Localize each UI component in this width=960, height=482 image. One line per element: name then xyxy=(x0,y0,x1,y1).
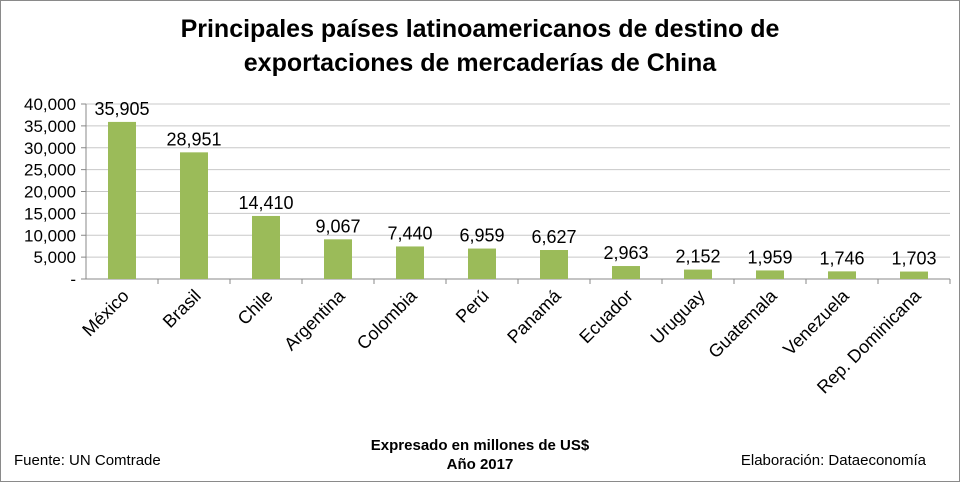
source-text: Fuente: UN Comtrade xyxy=(14,452,161,469)
bar xyxy=(756,270,784,279)
chart-title-line-2: exportaciones de mercaderías de China xyxy=(243,49,717,77)
data-label: 1,959 xyxy=(747,247,792,267)
bar xyxy=(900,271,928,279)
data-label: 6,959 xyxy=(459,226,504,246)
bar xyxy=(324,239,352,279)
credit-text: Elaboración: Dataeconomía xyxy=(740,452,926,469)
category-label: Uruguay xyxy=(647,286,709,348)
data-label: 1,746 xyxy=(819,248,864,268)
bar xyxy=(612,266,640,279)
bar xyxy=(252,215,280,279)
chart-title: Principales países latinoamericanos de d… xyxy=(0,12,960,80)
data-label: 7,440 xyxy=(387,223,432,243)
category-label: Chile xyxy=(234,286,277,329)
y-tick-label: 20,000 xyxy=(24,183,76,202)
category-label: Argentina xyxy=(280,285,349,354)
category-label: Panamá xyxy=(503,285,565,347)
y-tick-label: 15,000 xyxy=(24,204,76,223)
bar xyxy=(540,250,568,279)
y-tick-label: 10,000 xyxy=(24,226,76,245)
y-tick-label: - xyxy=(70,270,76,289)
y-tick-label: 5,000 xyxy=(33,248,76,267)
y-tick-label: 35,000 xyxy=(24,117,76,136)
bar xyxy=(468,248,496,279)
category-label: Venezuela xyxy=(779,285,853,359)
category-label: México xyxy=(78,286,132,340)
category-label: Ecuador xyxy=(575,286,637,348)
bar xyxy=(180,152,208,279)
unit-note: Expresado en millones de US$ Año 2017 xyxy=(0,436,960,474)
chart-title-line-1: Principales países latinoamericanos de d… xyxy=(180,15,780,43)
data-label: 28,951 xyxy=(166,129,221,149)
category-label: Perú xyxy=(452,286,493,327)
data-label: 6,627 xyxy=(531,227,576,247)
category-label: Guatemala xyxy=(704,285,781,362)
data-label: 35,905 xyxy=(94,99,149,119)
bar xyxy=(684,269,712,279)
data-label: 14,410 xyxy=(238,193,293,213)
bar xyxy=(108,121,136,280)
category-label: Brasil xyxy=(159,286,205,332)
y-tick-label: 40,000 xyxy=(24,95,76,114)
unit-note-line-1: Expresado en millones de US$ xyxy=(370,437,590,454)
data-label: 2,152 xyxy=(675,247,720,267)
data-label: 2,963 xyxy=(603,243,648,263)
bar xyxy=(828,271,856,279)
bar xyxy=(396,246,424,279)
data-label: 9,067 xyxy=(315,216,360,236)
y-tick-label: 30,000 xyxy=(24,139,76,158)
data-label: 1,703 xyxy=(891,249,936,269)
unit-note-line-2: Año 2017 xyxy=(446,456,514,473)
category-label: Colombia xyxy=(353,285,422,354)
y-tick-label: 25,000 xyxy=(24,161,76,180)
